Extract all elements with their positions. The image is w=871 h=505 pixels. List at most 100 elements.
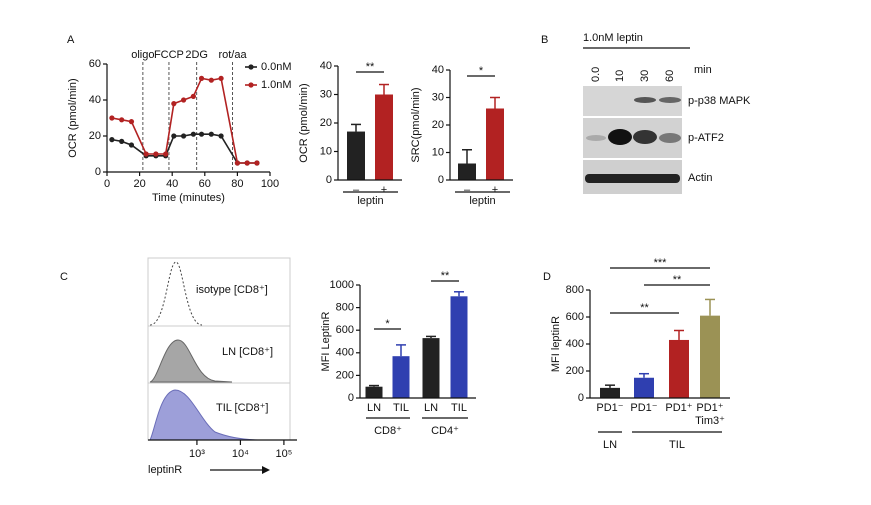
- blot-band: [586, 135, 606, 141]
- y-tick-label: 200: [566, 365, 584, 377]
- blot-band: [608, 129, 632, 145]
- x-axis-label: Time (minutes): [152, 192, 225, 204]
- event-label: rot/aa: [218, 49, 247, 61]
- point: [171, 101, 177, 107]
- lane-label: 0.0: [590, 67, 602, 82]
- bar: [365, 386, 383, 398]
- bar: [458, 163, 476, 180]
- legend-label: 0.0nM: [261, 61, 292, 73]
- bar: [600, 387, 620, 398]
- x-tick-label: PD1⁻: [596, 402, 623, 414]
- point: [109, 115, 115, 121]
- bar: [375, 94, 393, 180]
- lane-label: 10: [614, 70, 626, 82]
- significance-label: **: [640, 302, 649, 314]
- y-axis-label: MFI leptinR: [550, 316, 562, 372]
- y-tick-label: 600: [566, 311, 584, 323]
- y-tick-label: 10: [432, 146, 444, 158]
- panel-label: D: [543, 271, 551, 283]
- blot-band: [633, 130, 657, 144]
- y-tick-label: 1000: [330, 279, 354, 291]
- y-tick-label: 30: [432, 91, 444, 103]
- blot-band: [659, 97, 681, 103]
- lane-unit: min: [694, 64, 712, 76]
- x-tick-label: TIL: [393, 402, 409, 414]
- sample-label: LN [CD8⁺]: [222, 346, 273, 358]
- blot-band: [634, 97, 656, 103]
- x-tick-label: 10⁵: [276, 448, 293, 460]
- histogram-curve: [149, 261, 203, 326]
- point: [128, 119, 135, 125]
- significance-label: *: [385, 318, 390, 330]
- point: [218, 133, 224, 139]
- bar: [634, 377, 654, 398]
- x-tick-label: PD1⁺: [665, 402, 692, 414]
- y-tick-label: 20: [320, 117, 332, 129]
- x-tick-label: 10³: [189, 448, 205, 460]
- blot-band: [659, 133, 681, 143]
- legend-label: 1.0nM: [261, 79, 292, 91]
- point: [190, 93, 196, 99]
- y-tick-label: 0: [348, 392, 354, 404]
- point: [153, 151, 159, 157]
- bar: [347, 131, 365, 180]
- x-tick-label: –: [353, 184, 360, 196]
- row-label: p-p38 MAPK: [688, 95, 751, 107]
- point: [181, 97, 187, 103]
- point: [254, 160, 260, 166]
- bar: [392, 356, 410, 398]
- y-tick-label: 200: [336, 369, 354, 381]
- group-label: CD8⁺: [374, 425, 402, 437]
- point: [198, 75, 205, 81]
- point: [234, 160, 240, 166]
- point: [109, 137, 115, 143]
- y-tick-label: 800: [336, 302, 354, 314]
- group-label: CD4⁺: [431, 425, 459, 437]
- x-tick-label: TIL: [451, 402, 467, 414]
- legend-marker: [248, 82, 254, 88]
- point: [171, 133, 177, 139]
- x-tick-label: 100: [261, 178, 279, 190]
- x-tick-label: PD1⁺ Tim3⁺: [695, 402, 725, 427]
- bar: [486, 108, 504, 180]
- group-label: TIL: [669, 439, 685, 451]
- blot-title: 1.0nM leptin: [583, 32, 643, 44]
- y-axis-label: SRC(pmol/min): [410, 87, 422, 162]
- point: [244, 160, 250, 166]
- x-tick-label: +: [492, 184, 498, 196]
- point: [143, 151, 149, 157]
- panel-label: C: [60, 271, 68, 283]
- point: [119, 138, 125, 144]
- x-tick-label: LN: [367, 402, 381, 414]
- point: [190, 131, 196, 137]
- event-label: FCCP: [154, 49, 184, 61]
- x-tick-label: 80: [231, 178, 243, 190]
- significance-label: **: [673, 274, 682, 286]
- y-tick-label: 600: [336, 324, 354, 336]
- x-axis-label: leptinR: [148, 464, 182, 476]
- point: [208, 77, 214, 83]
- x-tick-label: 10⁴: [232, 448, 249, 460]
- y-tick-label: 20: [432, 119, 444, 131]
- x-tick-label: +: [381, 184, 387, 196]
- y-tick-label: 0: [95, 166, 101, 178]
- bar: [450, 296, 468, 398]
- bar: [422, 338, 440, 398]
- x-tick-label: LN: [424, 402, 438, 414]
- point: [163, 151, 169, 157]
- y-axis-label: OCR (pmol/min): [67, 78, 79, 157]
- x-tick-label: 20: [133, 178, 145, 190]
- row-label: Actin: [688, 172, 712, 184]
- point: [128, 142, 135, 148]
- significance-label: *: [479, 65, 484, 77]
- sample-label: TIL [CD8⁺]: [216, 402, 268, 414]
- y-axis-label: MFI LeptinR: [320, 311, 332, 371]
- x-axis-label: leptin: [357, 195, 383, 207]
- row-label: p-ATF2: [688, 132, 724, 144]
- y-tick-label: 40: [320, 60, 332, 72]
- significance-label: **: [441, 270, 450, 282]
- x-axis-label: leptin: [469, 195, 495, 207]
- x-tick-label: 40: [166, 178, 178, 190]
- histogram-curve: [149, 389, 263, 441]
- y-tick-label: 40: [432, 64, 444, 76]
